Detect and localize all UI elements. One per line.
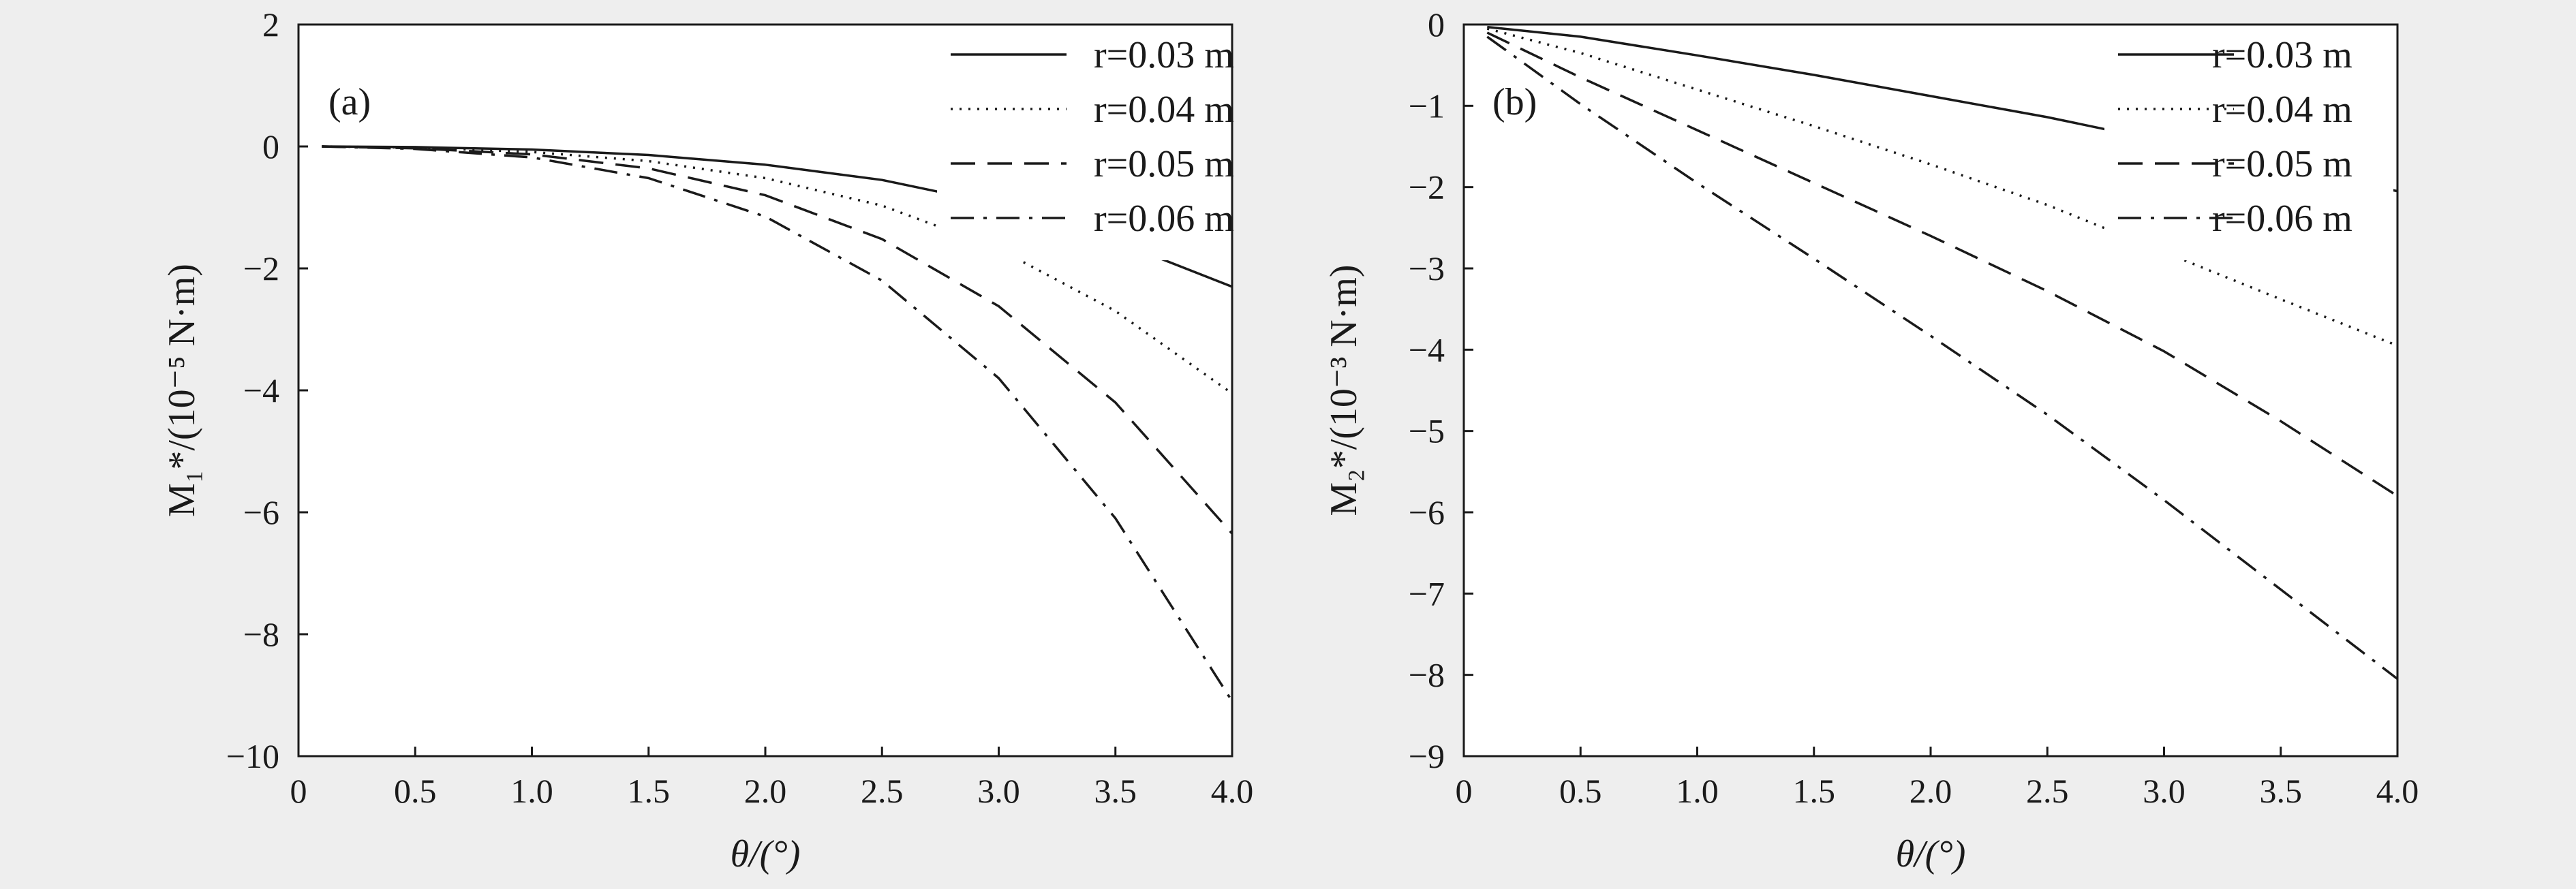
panel-0-x-tick-label: 1.5 <box>628 772 671 810</box>
panel-0-x-tick-label: 0.5 <box>394 772 437 810</box>
panel-0-legend-label-r-0-04-m: r=0.04 m <box>1094 89 1234 131</box>
panel-0-x-axis-title: θ/(°) <box>731 833 801 875</box>
panel-1-y-tick-label: −3 <box>1409 249 1445 287</box>
panel-1-y-tick-label: −9 <box>1409 737 1445 775</box>
panel-0-y-tick-label: −8 <box>243 615 279 653</box>
panel-0-y-tick-label: −4 <box>243 371 279 409</box>
panel-0-y-tick-label: 2 <box>262 5 279 44</box>
panel-1-series-line-r-0-05-m <box>1486 31 2398 497</box>
panel-1-y-axis-title: M₂*/(10⁻³ N·m) <box>1323 264 1365 516</box>
panel-1-y-tick-label: −8 <box>1409 656 1445 694</box>
panel-0-legend-background <box>937 29 1228 260</box>
panel-1-series-line-r-0-06-m <box>1486 35 2399 680</box>
panel-1-legend-label-r-0-04-m: r=0.04 m <box>2212 89 2352 131</box>
chart-panel-b: 0 0.5 1.0 1.5 2.0 2.5 3.0 3.5 4.0 0 −1 −2 −3 −4 −5 −6 −7… <box>1323 5 2419 875</box>
panel-0-x-tick-label: 1.0 <box>510 772 553 810</box>
panel-0-y-tick-label: −2 <box>243 249 279 287</box>
panel-1-x-tick-label: 0 <box>1456 772 1473 810</box>
panel-0-panel-label: (a) <box>328 81 371 123</box>
panel-0-y-tick-label: 0 <box>262 127 279 166</box>
panel-1-x-tick-label: 1.0 <box>1676 772 1719 810</box>
panel-0-x-tick-label: 2.5 <box>861 772 904 810</box>
panel-1-y-tick-label: −5 <box>1409 412 1445 450</box>
panel-0-x-tick-label: 3.0 <box>977 772 1020 810</box>
panel-1-legend-background <box>2104 29 2393 260</box>
panel-1-x-tick-label: 3.0 <box>2143 772 2186 810</box>
panel-1-x-tick-label: 2.0 <box>1910 772 1952 810</box>
panel-1-x-tick-label: 1.5 <box>1793 772 1836 810</box>
panel-0-x-tick-label: 2.0 <box>744 772 787 810</box>
chart-panel-a: 0 0.5 1.0 1.5 2.0 2.5 3.0 3.5 4.0 2 0 −2 −4 −6 −8 −10 θ/… <box>161 5 1253 875</box>
panel-0-x-tick-label: 0 <box>290 772 307 810</box>
panel-1-legend-label-r-0-06-m: r=0.06 m <box>2212 198 2352 240</box>
panel-1-y-tick-label: −4 <box>1409 330 1445 369</box>
panel-1-x-axis-title: θ/(°) <box>1896 833 1966 875</box>
panel-1-x-tick-label: 2.5 <box>2026 772 2069 810</box>
panel-1-y-tick-label: −1 <box>1409 87 1445 125</box>
panel-1-y-tick-label: −7 <box>1409 574 1445 612</box>
panel-0-legend-label-r-0-05-m: r=0.05 m <box>1094 143 1234 185</box>
panel-1-x-tick-label: 0.5 <box>1559 772 1602 810</box>
panel-1-y-tick-label: −2 <box>1409 168 1445 206</box>
panel-1-legend-label-r-0-05-m: r=0.05 m <box>2212 143 2352 185</box>
panel-1-y-tick-label: −6 <box>1409 493 1445 531</box>
panel-1-x-tick-label: 4.0 <box>2376 772 2419 810</box>
panel-0-x-tick-label: 4.0 <box>1211 772 1254 810</box>
panel-0-y-tick-label: −6 <box>243 493 279 531</box>
panel-1-y-tick-label: 0 <box>1428 5 1445 44</box>
panel-0-x-tick-label: 3.5 <box>1094 772 1137 810</box>
panel-0-series-line-r-0-05-m <box>322 145 1233 535</box>
panel-0-y-tick-label: −10 <box>226 737 279 775</box>
panel-0-legend-label-r-0-06-m: r=0.06 m <box>1094 198 1234 240</box>
panel-1-x-tick-label: 3.5 <box>2260 772 2303 810</box>
panel-0-legend-label-r-0-03-m: r=0.03 m <box>1094 34 1234 76</box>
panel-1-panel-label: (b) <box>1492 81 1537 123</box>
panel-0-y-axis-title: M₁*/(10⁻⁵ N·m) <box>161 264 203 517</box>
panel-1-legend-label-r-0-03-m: r=0.03 m <box>2212 34 2352 76</box>
